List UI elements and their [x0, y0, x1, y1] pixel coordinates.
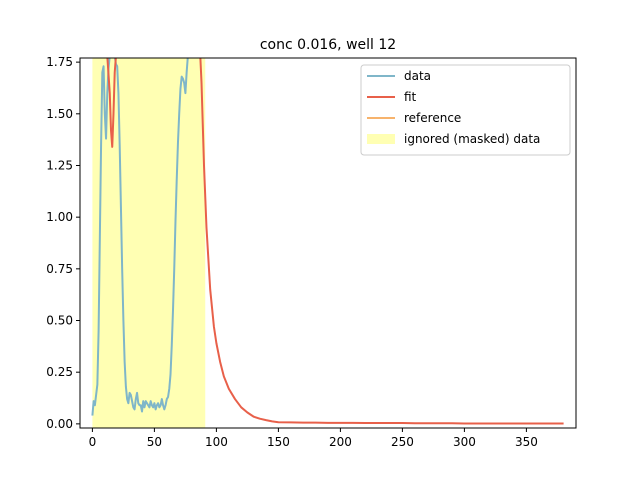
x-tick-label: 150	[267, 435, 290, 449]
y-tick-label: 0.50	[46, 314, 73, 328]
x-tick-label: 350	[515, 435, 538, 449]
x-tick-label: 250	[391, 435, 414, 449]
x-tick-label: 300	[453, 435, 476, 449]
legend: data fit reference ignored (masked) data	[360, 64, 571, 156]
y-tick-label: 1.25	[46, 158, 73, 172]
x-tick-label: 200	[329, 435, 352, 449]
x-tick-label: 100	[205, 435, 228, 449]
y-tick-label: 0.00	[46, 417, 73, 431]
plot-frame	[79, 57, 577, 429]
masked-region	[92, 58, 206, 428]
y-tick-label: 1.75	[46, 55, 73, 69]
chart-title: conc 0.016, well 12	[260, 37, 396, 53]
y-tick-label: 1.50	[46, 107, 73, 121]
legend-swatch-masked	[367, 134, 395, 144]
x-tick-label: 0	[89, 435, 97, 449]
legend-label: reference	[404, 111, 461, 125]
legend-label: ignored (masked) data	[404, 132, 540, 146]
series-line-data	[91, 58, 189, 416]
y-tick-label: 0.75	[46, 262, 73, 276]
x-tick-label: 50	[147, 435, 162, 449]
y-tick-label: 0.25	[46, 365, 73, 379]
legend-label: fit	[404, 90, 417, 104]
series-line-fit	[106, 58, 564, 425]
legend-label: data	[404, 69, 431, 83]
y-tick-label: 1.00	[46, 210, 73, 224]
legend-box	[360, 64, 571, 156]
